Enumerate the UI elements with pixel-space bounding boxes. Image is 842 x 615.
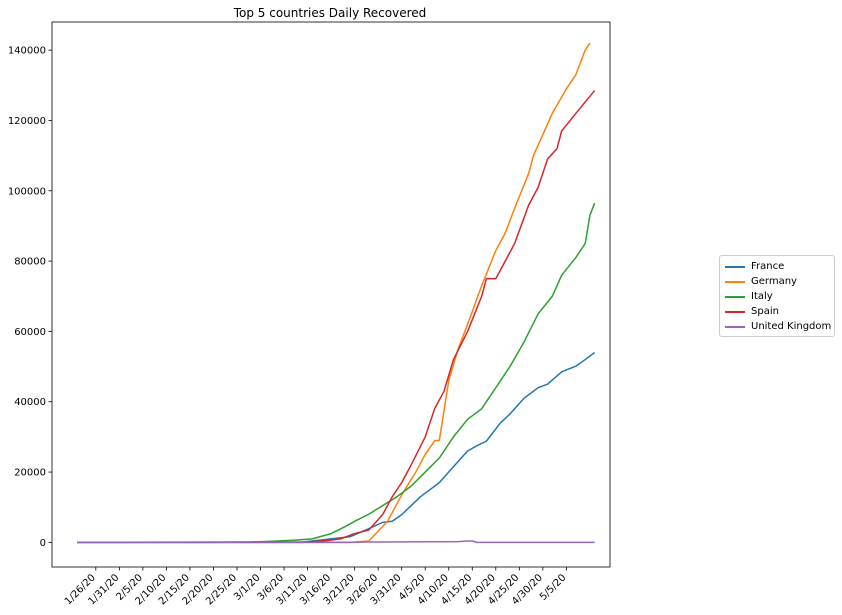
y-tick-label: 20000 bbox=[14, 468, 46, 479]
y-tick-label: 80000 bbox=[14, 257, 46, 268]
chart-legend: France Germany Italy Spain United Kingdom bbox=[719, 255, 835, 337]
y-tick-label: 40000 bbox=[14, 397, 46, 408]
legend-label: France bbox=[751, 261, 785, 272]
series-line-0 bbox=[76, 351, 596, 544]
series-line-4 bbox=[77, 540, 595, 544]
legend-swatch bbox=[725, 295, 745, 298]
legend-item: United Kingdom bbox=[720, 319, 834, 334]
legend-label: Germany bbox=[751, 276, 797, 287]
y-tick-label: 0 bbox=[40, 538, 46, 549]
y-tick-label: 140000 bbox=[8, 46, 46, 57]
legend-swatch bbox=[725, 325, 745, 328]
legend-label: Spain bbox=[751, 306, 779, 317]
y-tick-label: 120000 bbox=[8, 116, 46, 127]
y-tick-label: 100000 bbox=[8, 186, 46, 197]
plot-area: 0200004000060000800001000001200001400001… bbox=[8, 21, 611, 607]
y-tick-label: 60000 bbox=[14, 327, 46, 338]
legend-label: United Kingdom bbox=[751, 321, 832, 332]
series-line-3 bbox=[77, 90, 596, 544]
chart-title: Top 5 countries Daily Recovered bbox=[233, 6, 427, 20]
legend-swatch bbox=[725, 280, 745, 283]
legend-item: Germany bbox=[720, 274, 834, 289]
series-line-1 bbox=[77, 42, 591, 544]
legend-swatch bbox=[725, 265, 745, 268]
legend-swatch bbox=[725, 310, 745, 313]
axes-frame bbox=[51, 21, 611, 568]
series-line-2 bbox=[77, 202, 596, 544]
x-tick-label: 5/5/20 bbox=[538, 572, 569, 603]
legend-item: France bbox=[720, 259, 834, 274]
legend-label: Italy bbox=[751, 291, 773, 302]
legend-item: Spain bbox=[720, 304, 834, 319]
legend-item: Italy bbox=[720, 289, 834, 304]
